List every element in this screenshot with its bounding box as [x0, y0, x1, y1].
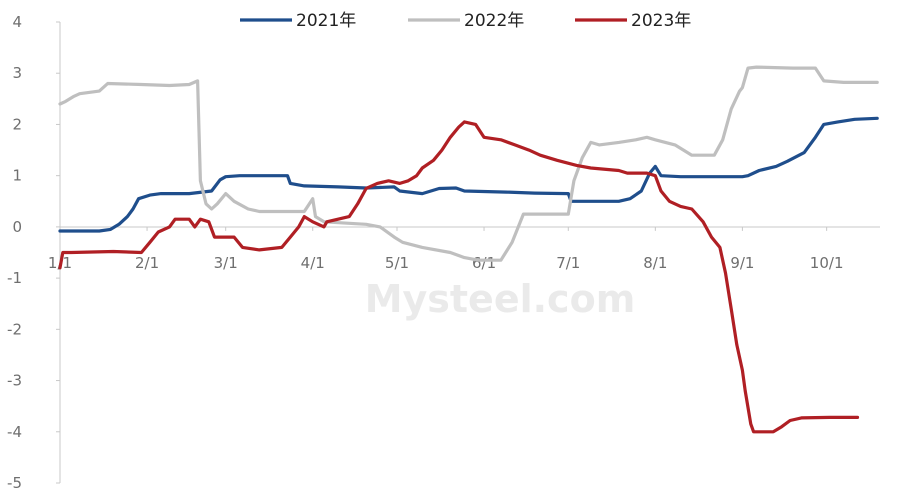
x-tick-label: 7/1 — [556, 254, 580, 272]
series-line-1 — [58, 116, 879, 233]
y-axis-ticks: -5 -4 -3 -2 -1 0 1 2 3 4 — [7, 13, 60, 492]
y-tick-label: 1 — [12, 167, 22, 185]
x-tick-label: 6/1 — [472, 254, 496, 272]
y-tick-label: 2 — [12, 115, 22, 133]
legend-label-2: 2022年 — [464, 11, 524, 31]
y-tick-label: -5 — [7, 474, 22, 492]
x-axis-ticks: 1/1 2/1 3/1 4/1 5/1 6/1 7/1 8/1 9/1 10/1 — [48, 226, 844, 272]
x-tick-label: 8/1 — [643, 254, 667, 272]
legend-label-1: 2021年 — [296, 11, 356, 31]
y-tick-label: 3 — [12, 64, 22, 82]
y-tick-label: 0 — [12, 218, 22, 236]
x-tick-label: 5/1 — [385, 254, 409, 272]
watermark-text: Mysteel.com — [365, 277, 636, 321]
y-tick-label: -4 — [7, 423, 22, 441]
legend: 2021年 2022年 2023年 — [240, 11, 691, 31]
legend-label-3: 2023年 — [631, 11, 691, 31]
x-tick-label: 2/1 — [135, 254, 159, 272]
y-tick-label: -3 — [7, 372, 22, 390]
x-tick-label: 9/1 — [730, 254, 754, 272]
y-tick-label: -1 — [7, 269, 22, 287]
series-lines — [58, 65, 879, 434]
series-line-3 — [58, 120, 860, 434]
x-tick-label: 10/1 — [810, 254, 844, 272]
watermark: Mysteel.com — [365, 277, 636, 321]
y-tick-label: 4 — [12, 13, 22, 31]
x-tick-label: 4/1 — [301, 254, 325, 272]
y-tick-label: -2 — [7, 320, 22, 338]
x-tick-label: 3/1 — [214, 254, 238, 272]
series-line-2 — [58, 65, 879, 262]
